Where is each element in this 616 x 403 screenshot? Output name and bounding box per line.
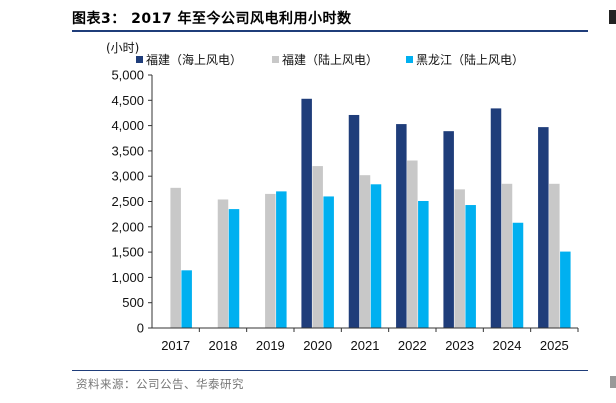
y-tick-label: 3,500 (111, 143, 144, 158)
bar-1-2023 (443, 131, 454, 328)
legend-label-2: 福建（陆上风电） (282, 52, 378, 67)
bar-2-2024 (501, 183, 513, 328)
bar-3-2019 (276, 191, 287, 328)
y-tick-label: 3,000 (111, 169, 144, 184)
x-tick-label: 2020 (303, 338, 332, 353)
bar-3-2025 (560, 251, 571, 328)
source-rule (72, 370, 588, 371)
x-tick-label: 2022 (398, 338, 427, 353)
bar-3-2024 (512, 222, 524, 328)
bar-2-2019 (265, 193, 276, 328)
legend-swatch-1 (136, 56, 143, 63)
x-tick-label: 2017 (161, 338, 190, 353)
adjacent-figure-edge-bottom (610, 376, 616, 388)
bar-2-2023 (454, 189, 465, 328)
legend-swatch-2 (272, 56, 279, 63)
bar-1-2020 (301, 98, 312, 328)
bar-2-2018 (217, 199, 229, 328)
bar-1-2024 (490, 108, 502, 329)
bar-3-2023 (465, 205, 476, 328)
bar-3-2020 (323, 196, 334, 328)
title-rule (72, 30, 588, 32)
legend-label-1: 福建（海上风电） (146, 52, 242, 67)
y-tick-label: 1,000 (111, 270, 144, 285)
figure-title: 图表3： 2017 年至今公司风电利用小时数 (72, 11, 352, 27)
x-tick-label: 2023 (445, 338, 474, 353)
y-tick-label: 0 (137, 321, 144, 336)
bar-series-group (170, 98, 571, 329)
adjacent-figure-edge (609, 10, 616, 24)
x-tick-label: 2025 (540, 338, 569, 353)
x-tick-label: 2024 (493, 338, 522, 353)
bar-3-2022 (418, 200, 429, 328)
bar-1-2025 (538, 127, 549, 329)
bar-2-2020 (312, 166, 323, 328)
y-tick-label: 4,500 (111, 93, 144, 108)
legend-swatch-3 (406, 56, 413, 63)
legend-label-3: 黑龙江（陆上风电） (416, 52, 524, 67)
bar-2-2022 (407, 160, 418, 328)
y-axis: 0 500 1,000 1,500 2,000 2,500 3,000 3,500 4,000 4… (111, 68, 153, 336)
y-axis-unit-label: (小时) (106, 41, 139, 55)
bar-2-2025 (549, 183, 560, 328)
y-tick-label: 2,500 (111, 194, 144, 209)
y-tick-label: 5,000 (111, 68, 144, 83)
y-tick-label: 4,000 (111, 118, 144, 133)
y-tick-label: 500 (122, 295, 144, 310)
x-tick-label: 2021 (351, 338, 380, 353)
y-tick-label: 1,500 (111, 245, 144, 260)
bar-2-2017 (170, 187, 181, 328)
bar-1-2022 (396, 124, 407, 328)
chart-legend: 福建（海上风电） 福建（陆上风电） 黑龙江（陆上风电） (136, 52, 524, 67)
x-tick-label: 2018 (209, 338, 238, 353)
y-tick-label: 2,000 (111, 219, 144, 234)
bar-3-2017 (181, 270, 192, 328)
bar-2-2021 (359, 175, 371, 328)
source-note: 资料来源：公司公告、华泰研究 (76, 377, 244, 391)
bar-1-2021 (348, 114, 360, 328)
x-tick-label: 2019 (256, 338, 285, 353)
bar-3-2021 (370, 184, 382, 328)
x-axis: 2017 2018 2019 2020 2021 2022 2023 2024 2025 (152, 327, 579, 353)
bar-3-2018 (228, 209, 240, 328)
